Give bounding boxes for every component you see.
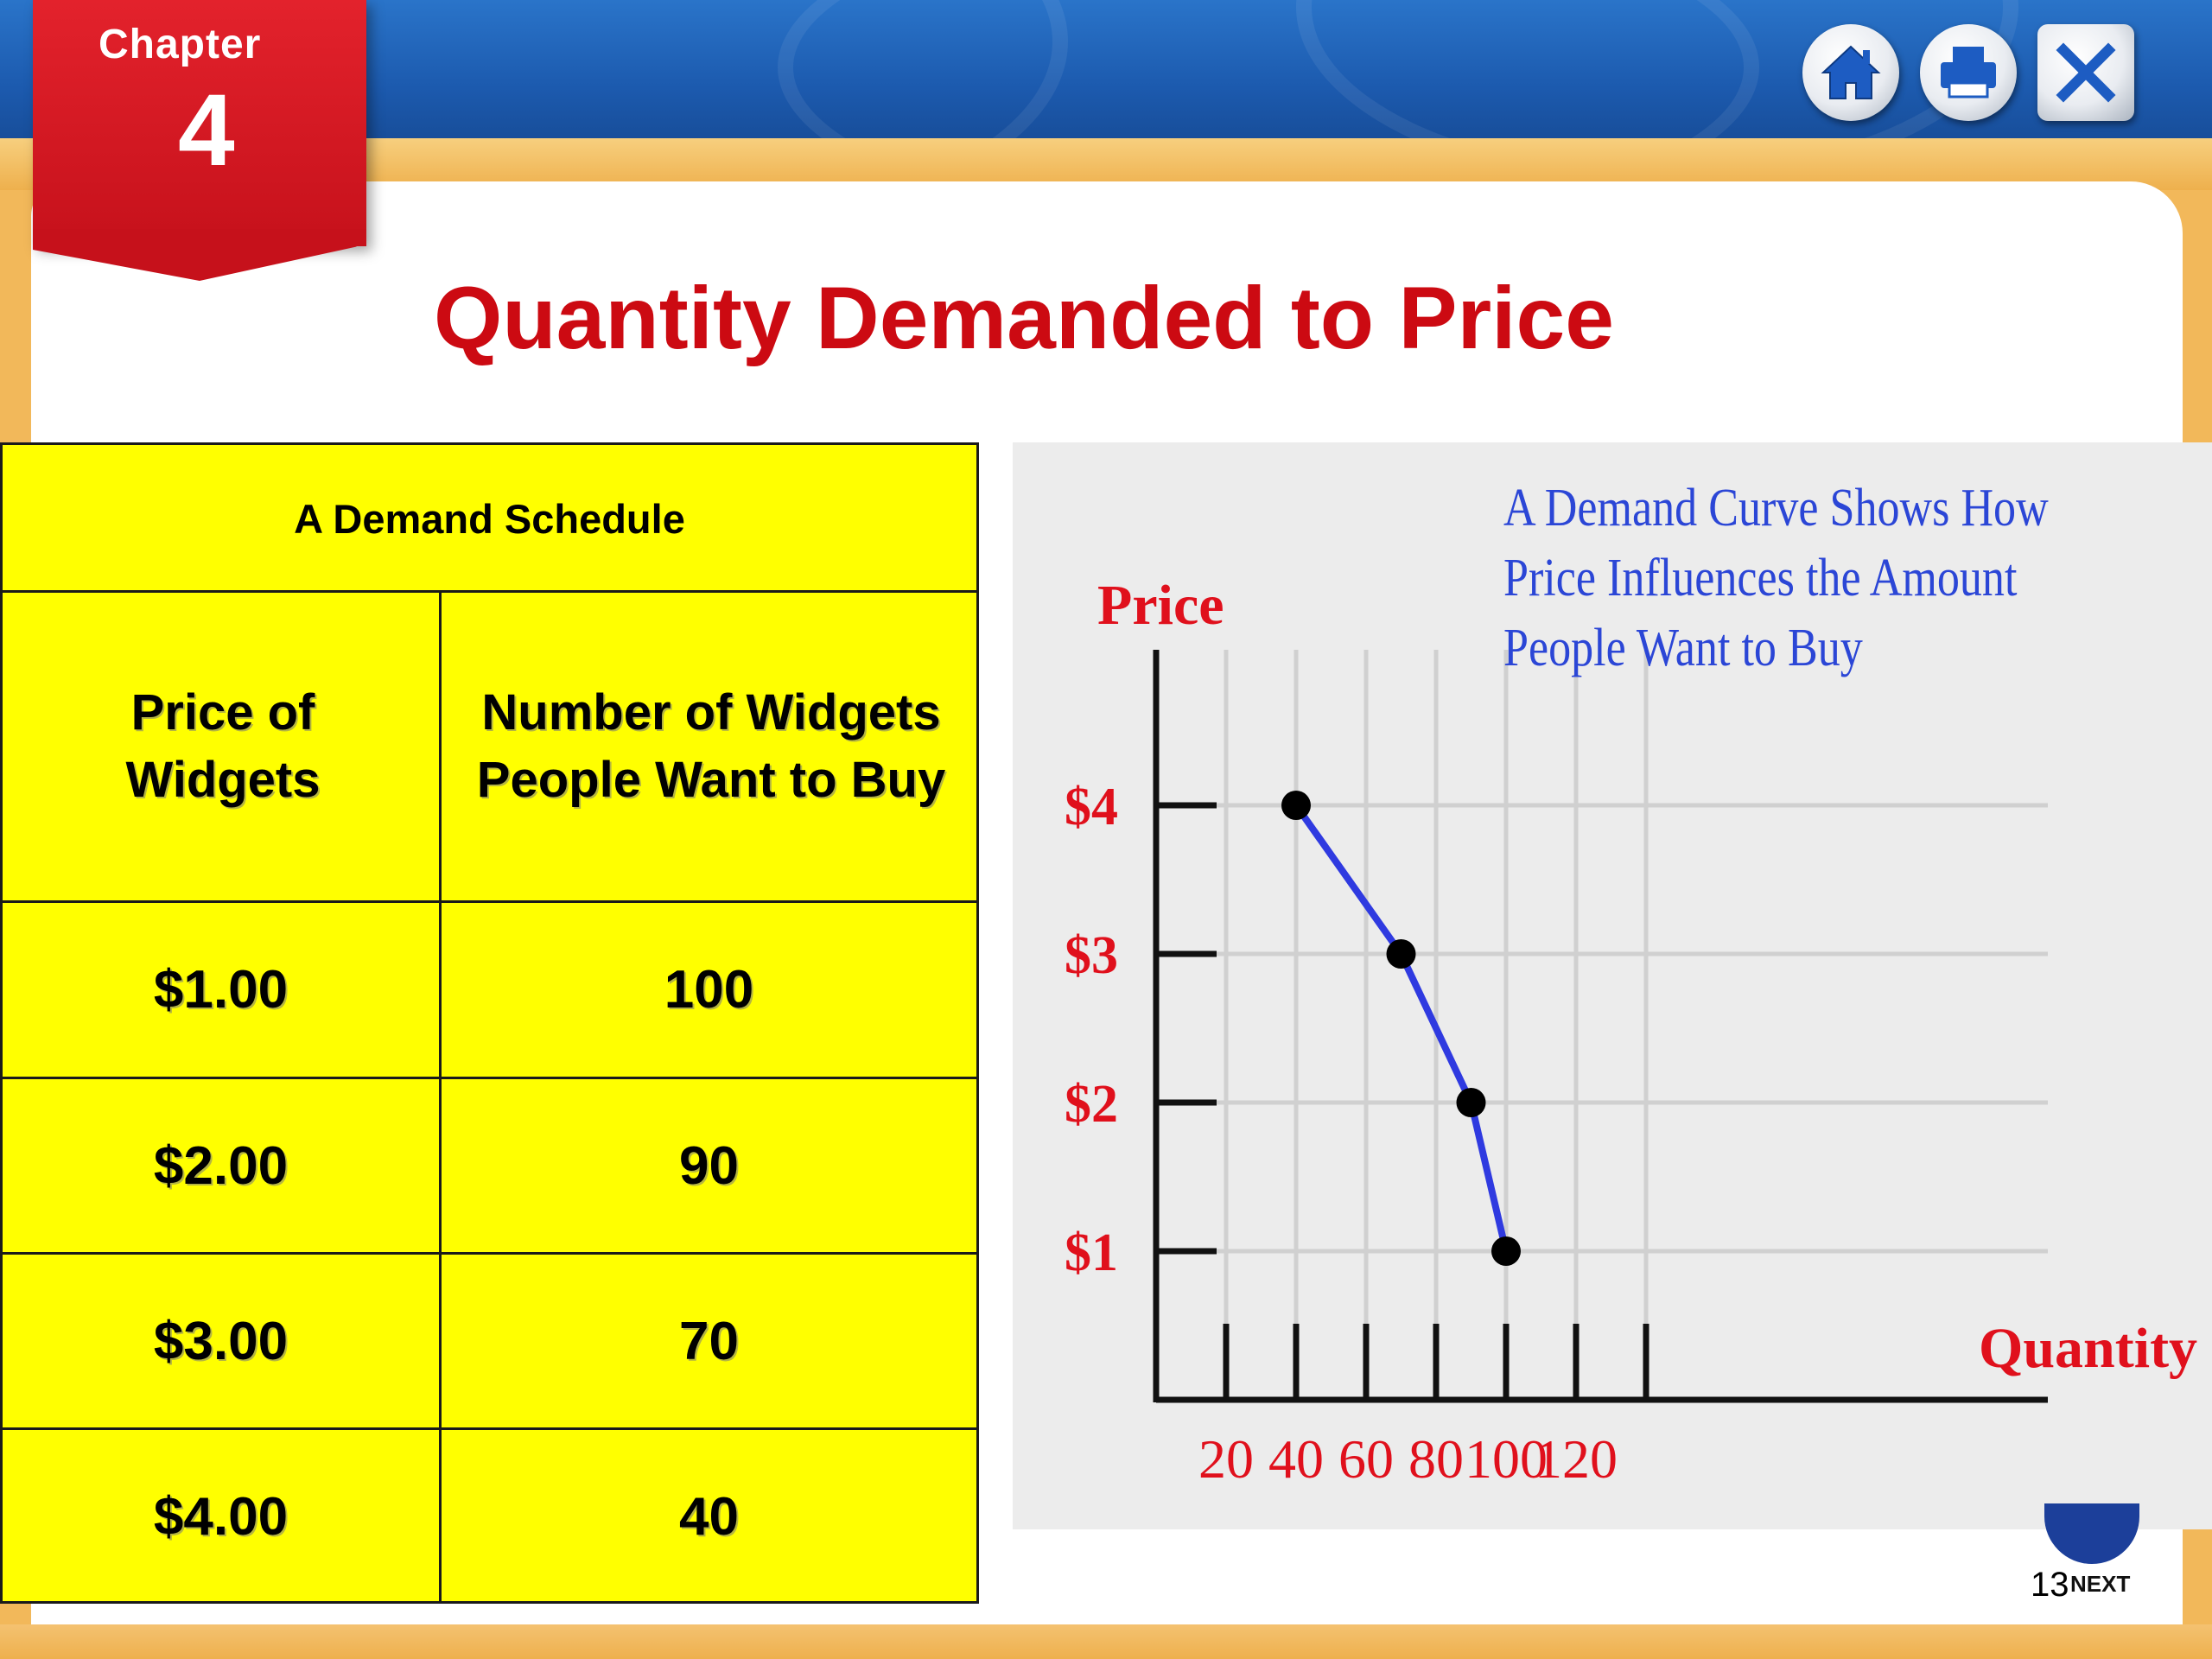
y-tick-label: $4 (1065, 778, 1118, 836)
data-point (1491, 1236, 1521, 1266)
table-cell-price: $3.00 (153, 1311, 289, 1371)
data-point (1456, 1088, 1486, 1117)
table-cell-price: $4.00 (153, 1487, 289, 1547)
chart-title-line: People Want to Buy (1503, 619, 1863, 677)
table-caption: A Demand Schedule (294, 495, 685, 542)
row-divider (3, 1252, 976, 1255)
table-cell-quantity: 90 (679, 1135, 739, 1196)
close-icon (2056, 42, 2116, 103)
table-cell-quantity: 40 (679, 1487, 739, 1547)
x-tick-label: 60 (1338, 1428, 1394, 1490)
chapter-ribbon: Chapter 4 (33, 0, 366, 246)
table-cell-price: $1.00 (153, 960, 289, 1020)
header-price: Price of Widgets (125, 683, 321, 808)
y-tick-label: $2 (1065, 1075, 1118, 1134)
row-divider (3, 590, 976, 593)
data-point (1386, 939, 1416, 969)
home-button[interactable] (1802, 24, 1899, 121)
x-tick-label: 20 (1198, 1428, 1254, 1490)
x-tick-label: 120 (1535, 1428, 1618, 1490)
demand-curve-line (1293, 803, 1510, 1252)
column-divider (439, 592, 442, 1604)
row-divider (3, 900, 976, 903)
row-divider (3, 1077, 976, 1079)
chart-title: A Demand Curve Shows How Price Influence… (1503, 474, 2084, 683)
x-tick-label: 80 (1408, 1428, 1464, 1490)
chapter-number: 4 (178, 73, 235, 188)
header-quantity: Number of Widgets People Want to Buy (476, 683, 946, 808)
x-tick-label: 40 (1268, 1428, 1324, 1490)
table-cell-quantity: 100 (664, 960, 754, 1020)
table-cell-price: $2.00 (153, 1135, 289, 1196)
home-icon (1821, 45, 1881, 99)
row-divider (3, 1427, 976, 1430)
frame-bottom (0, 1624, 2212, 1659)
y-axis-label: Price (1097, 574, 1224, 637)
slide-title: Quantity Demanded to Price (434, 269, 1614, 367)
table-cell-quantity: 70 (679, 1311, 739, 1371)
page-number: 13 (2031, 1566, 2069, 1604)
data-point (1281, 791, 1311, 820)
print-button[interactable] (1920, 24, 2017, 121)
x-tick-label: 100 (1465, 1428, 1548, 1490)
printer-icon (1941, 47, 1996, 99)
demand-schedule-table: A Demand Schedule Price of Widgets Numbe… (0, 442, 979, 1604)
y-tick-label: $3 (1065, 926, 1118, 985)
y-tick-label: $1 (1065, 1224, 1118, 1282)
x-axis-label: Quantity (1979, 1317, 2197, 1380)
next-label: NEXT (2070, 1571, 2131, 1597)
close-button[interactable] (2037, 24, 2134, 121)
chart-panel (1013, 442, 2212, 1529)
chart-title-line: A Demand Curve Shows How (1503, 479, 2049, 537)
chart-title-line: Price Influences the Amount (1503, 549, 2018, 607)
chapter-label: Chapter (99, 22, 262, 67)
